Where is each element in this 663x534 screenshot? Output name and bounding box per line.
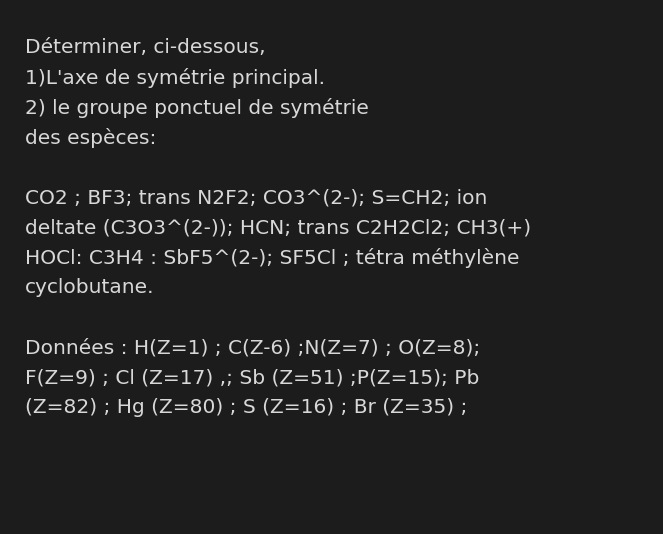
- Text: F(Z=9) ; Cl (Z=17) ,; Sb (Z=51) ;P(Z=15); Pb: F(Z=9) ; Cl (Z=17) ,; Sb (Z=51) ;P(Z=15)…: [25, 368, 479, 387]
- Text: Données : H(Z=1) ; C(Z-6) ;N(Z=7) ; O(Z=8);: Données : H(Z=1) ; C(Z-6) ;N(Z=7) ; O(Z=…: [25, 338, 480, 357]
- Text: Déterminer, ci-dessous,: Déterminer, ci-dessous,: [25, 38, 266, 57]
- Text: deltate (C3O3^(2-)); HCN; trans C2H2Cl2; CH3(+): deltate (C3O3^(2-)); HCN; trans C2H2Cl2;…: [25, 218, 531, 237]
- Text: CO2 ; BF3; trans N2F2; CO3^(2-); S=CH2; ion: CO2 ; BF3; trans N2F2; CO3^(2-); S=CH2; …: [25, 188, 487, 207]
- Text: HOCl: C3H4 : SbF5^(2-); SF5Cl ; tétra méthylène: HOCl: C3H4 : SbF5^(2-); SF5Cl ; tétra mé…: [25, 248, 520, 268]
- Text: 1)L'axe de symétrie principal.: 1)L'axe de symétrie principal.: [25, 68, 325, 88]
- Text: cyclobutane.: cyclobutane.: [25, 278, 154, 297]
- Text: 2) le groupe ponctuel de symétrie: 2) le groupe ponctuel de symétrie: [25, 98, 369, 118]
- Text: (Z=82) ; Hg (Z=80) ; S (Z=16) ; Br (Z=35) ;: (Z=82) ; Hg (Z=80) ; S (Z=16) ; Br (Z=35…: [25, 398, 467, 417]
- Text: des espèces:: des espèces:: [25, 128, 156, 148]
